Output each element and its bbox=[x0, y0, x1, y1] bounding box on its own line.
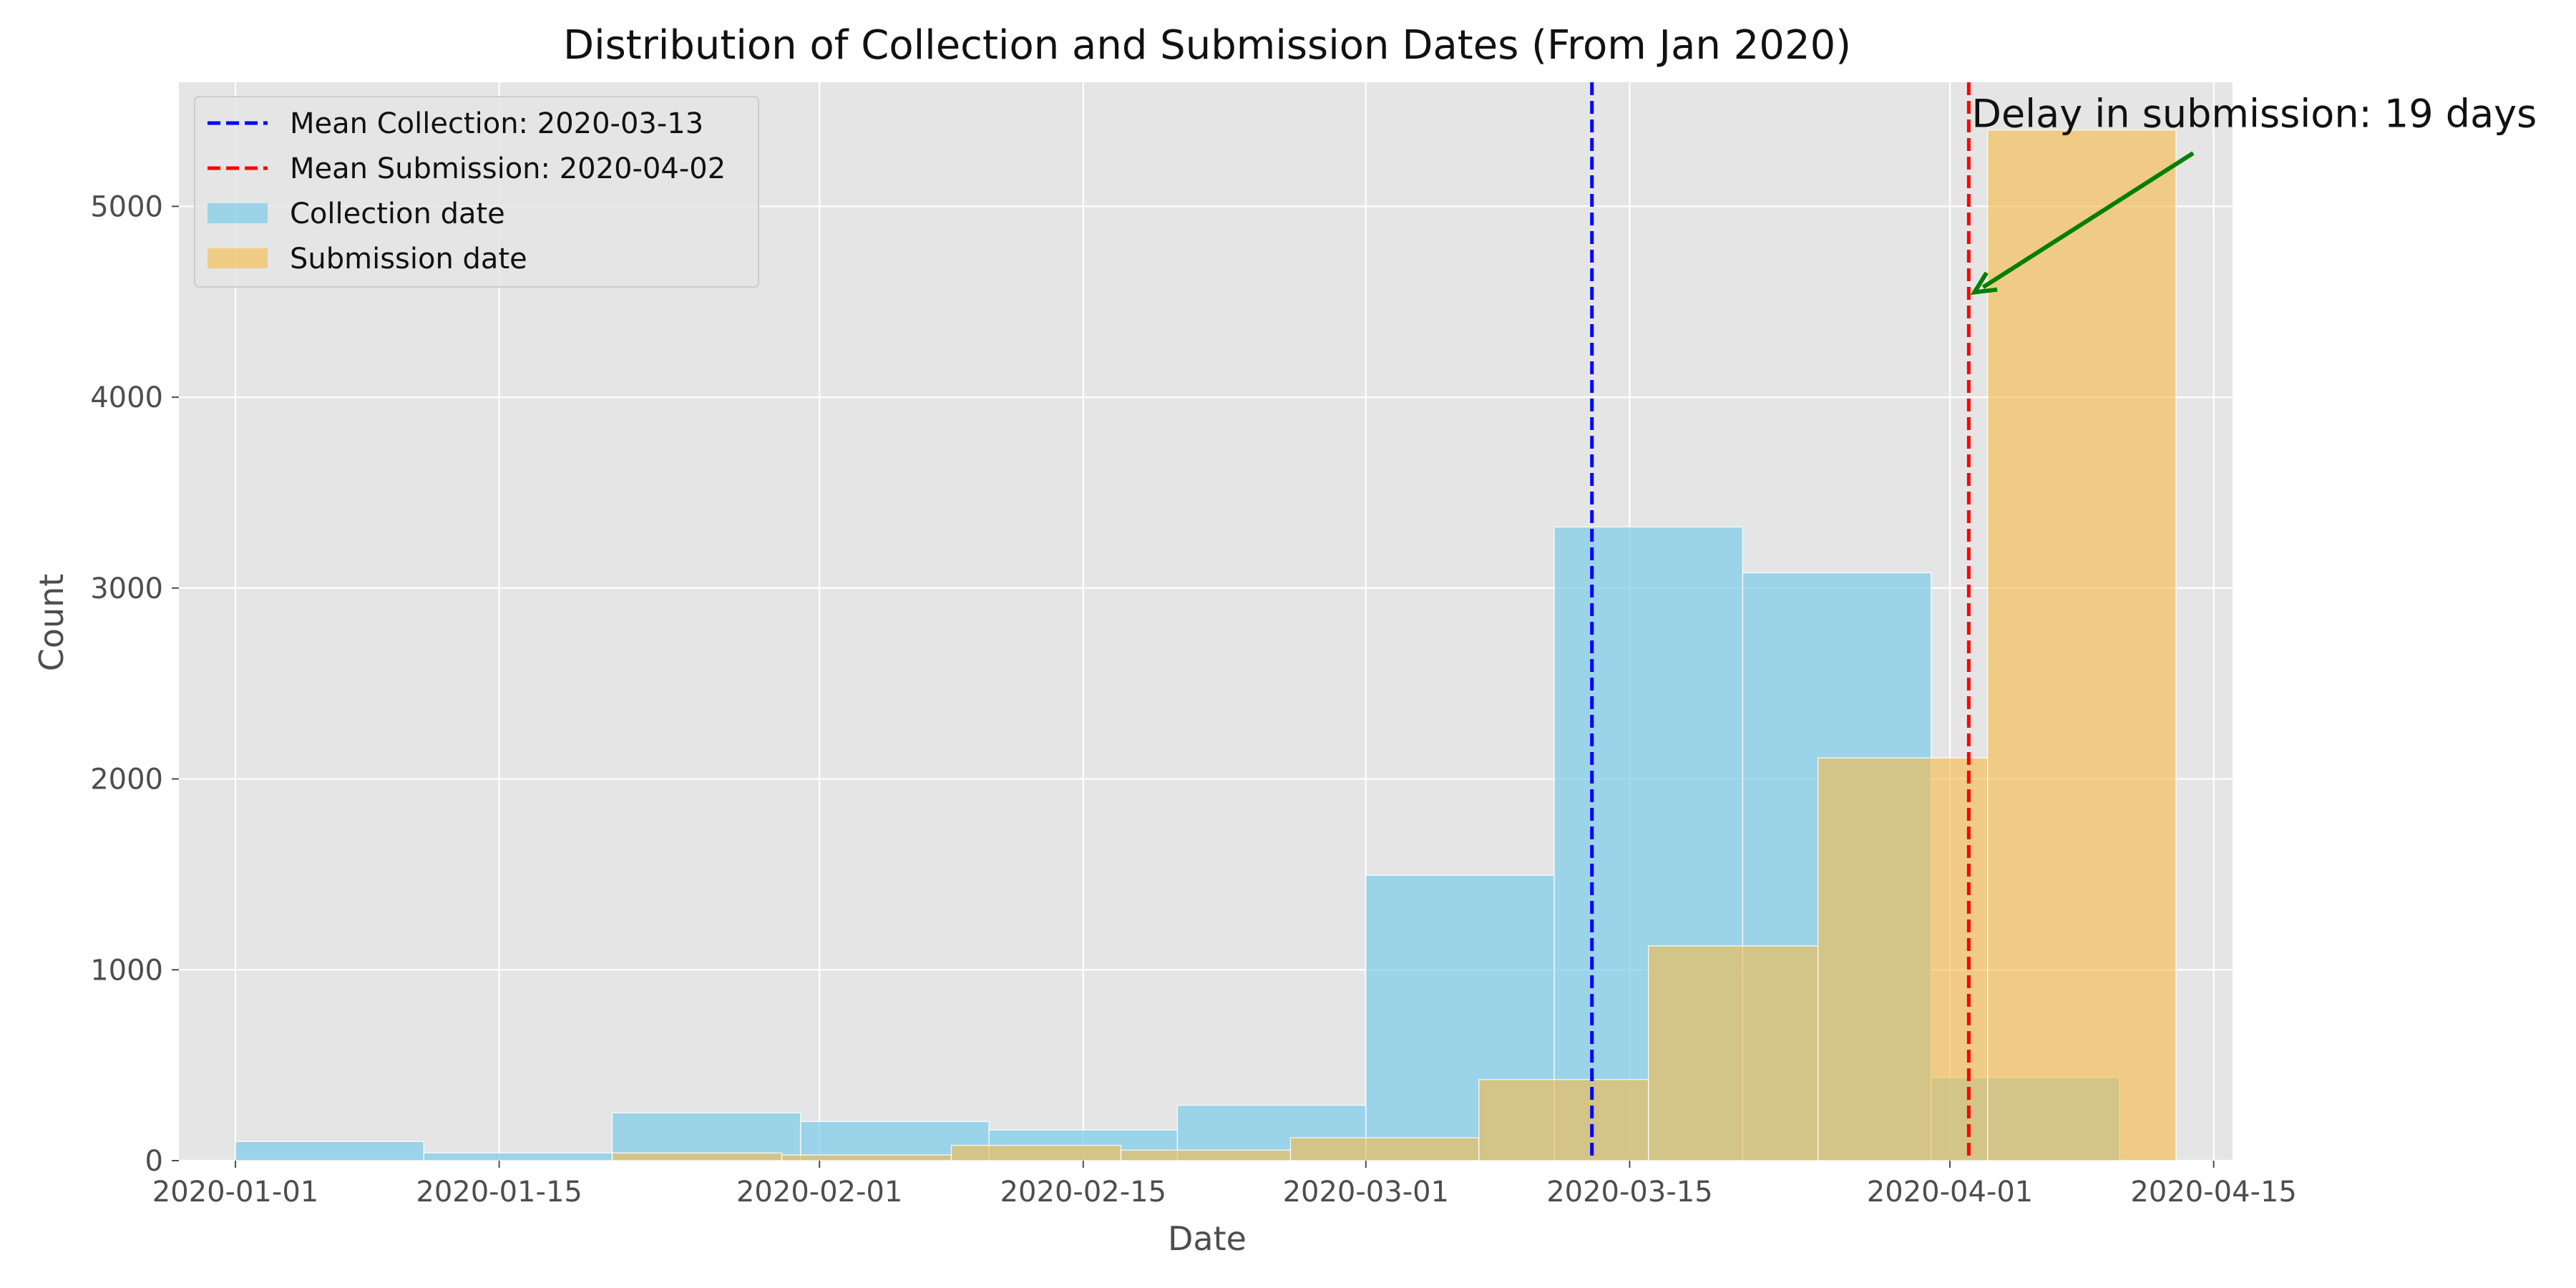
annotation-arrow-shaft bbox=[1981, 151, 2195, 289]
chart-title: Distribution of Collection and Submissio… bbox=[563, 22, 1851, 69]
y-tick-label: 5000 bbox=[90, 190, 163, 223]
x-tick-label: 2020-02-15 bbox=[1000, 1176, 1166, 1209]
x-tick-label: 2020-04-15 bbox=[2130, 1176, 2296, 1209]
submission-bar bbox=[950, 1144, 1122, 1161]
x-tick-label: 2020-01-01 bbox=[152, 1176, 318, 1209]
submission-bar bbox=[611, 1152, 783, 1161]
legend-collection-date-swatch bbox=[208, 203, 268, 223]
y-axis-label: Count bbox=[32, 574, 71, 672]
submission-bar bbox=[1818, 757, 1989, 1161]
legend-mean-collection-label: Mean Collection: 2020-03-13 bbox=[290, 107, 703, 140]
submission-bar bbox=[1648, 945, 1819, 1161]
y-tick-label: 1000 bbox=[90, 954, 163, 987]
x-axis-label: Date bbox=[1168, 1219, 1246, 1258]
collection-bar bbox=[423, 1152, 613, 1161]
x-tick-label: 2020-01-15 bbox=[416, 1176, 582, 1209]
submission-bar bbox=[1478, 1078, 1649, 1161]
y-tick-label: 2000 bbox=[90, 763, 163, 796]
annotation-text: Delay in submission: 19 days bbox=[1971, 91, 2537, 136]
y-tick-label: 3000 bbox=[90, 572, 163, 605]
y-tick-label: 0 bbox=[145, 1145, 163, 1178]
submission-bar bbox=[1289, 1137, 1480, 1161]
collection-bar bbox=[235, 1141, 424, 1161]
x-tick-label: 2020-04-01 bbox=[1867, 1176, 2033, 1209]
x-tick-label: 2020-03-01 bbox=[1283, 1176, 1449, 1209]
x-tick-label: 2020-03-15 bbox=[1546, 1176, 1712, 1209]
annotation-arrow-head bbox=[1970, 271, 1998, 296]
legend-box bbox=[194, 96, 759, 288]
legend-submission-date-swatch bbox=[208, 248, 268, 268]
x-tick-label: 2020-02-01 bbox=[736, 1176, 902, 1209]
y-tick-label: 4000 bbox=[90, 381, 163, 414]
legend-mean-submission-label: Mean Submission: 2020-04-02 bbox=[290, 152, 726, 185]
legend-submission-date-label: Submission date bbox=[290, 243, 527, 275]
legend-collection-date-label: Collection date bbox=[290, 197, 505, 230]
submission-bar bbox=[781, 1154, 952, 1161]
submission-bar bbox=[1987, 129, 2177, 1161]
submission-bar bbox=[1120, 1149, 1292, 1161]
